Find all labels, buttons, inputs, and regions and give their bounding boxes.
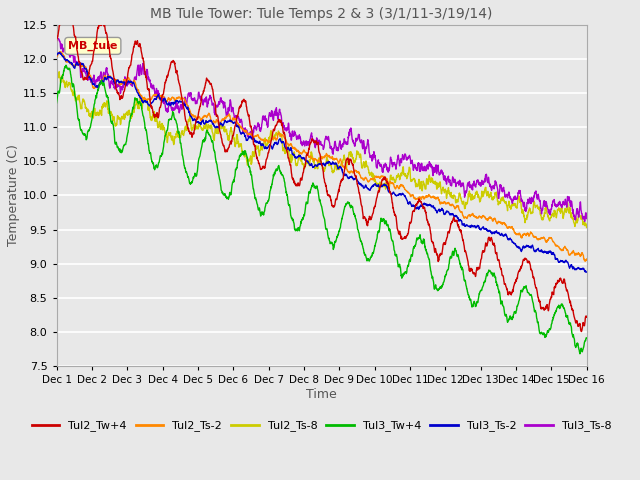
- X-axis label: Time: Time: [306, 388, 337, 401]
- Line: Tul3_Ts-8: Tul3_Ts-8: [56, 38, 587, 221]
- Tul2_Tw+4: [296, 176, 304, 181]
- Tul2_Ts-2: [310, 157, 318, 163]
- Tul3_Ts-2: [583, 269, 591, 275]
- Tul3_Tw+4: [567, 324, 575, 329]
- Tul2_Ts-2: [568, 251, 575, 256]
- Line: Tul2_Ts-8: Tul2_Ts-8: [56, 72, 587, 228]
- Tul3_Ts-2: [567, 262, 575, 268]
- Tul2_Ts-2: [567, 251, 575, 256]
- Tul2_Ts-8: [568, 210, 575, 216]
- Tul2_Tw+4: [470, 270, 478, 276]
- Tul2_Ts-2: [80, 63, 88, 69]
- Tul3_Ts-8: [567, 202, 575, 207]
- Tul2_Tw+4: [568, 303, 575, 309]
- Tul2_Ts-8: [55, 69, 63, 74]
- Legend: Tul2_Tw+4, Tul2_Ts-2, Tul2_Ts-8, Tul3_Tw+4, Tul3_Ts-2, Tul3_Ts-8: Tul2_Tw+4, Tul2_Ts-2, Tul2_Ts-8, Tul3_Tw…: [27, 416, 616, 436]
- Tul3_Ts-2: [310, 164, 318, 169]
- Tul2_Tw+4: [80, 77, 88, 83]
- Tul2_Ts-2: [296, 150, 304, 156]
- Tul3_Tw+4: [583, 335, 591, 341]
- Tul3_Ts-2: [470, 224, 478, 229]
- Tul3_Ts-2: [296, 154, 304, 159]
- Tul3_Tw+4: [296, 223, 304, 228]
- Tul3_Ts-8: [310, 141, 318, 147]
- Line: Tul3_Ts-2: Tul3_Ts-2: [56, 52, 587, 272]
- Tul3_Ts-8: [583, 216, 591, 221]
- Tul2_Ts-8: [80, 97, 88, 103]
- Tul3_Ts-8: [470, 178, 478, 184]
- Line: Tul3_Tw+4: Tul3_Tw+4: [56, 65, 587, 354]
- Tul3_Tw+4: [80, 132, 88, 138]
- Tul2_Ts-2: [583, 256, 591, 262]
- Tul2_Ts-2: [470, 214, 478, 219]
- Tul3_Ts-8: [581, 218, 589, 224]
- Line: Tul2_Ts-2: Tul2_Ts-2: [56, 52, 587, 261]
- Tul3_Ts-2: [582, 269, 590, 275]
- Tul3_Tw+4: [310, 185, 318, 191]
- Tul2_Ts-2: [52, 54, 60, 60]
- Y-axis label: Temperature (C): Temperature (C): [7, 144, 20, 246]
- Tul3_Tw+4: [62, 62, 70, 68]
- Tul2_Ts-2: [56, 49, 64, 55]
- Tul3_Ts-8: [54, 35, 61, 41]
- Tul2_Ts-8: [470, 193, 478, 199]
- Tul2_Tw+4: [577, 329, 585, 335]
- Tul3_Ts-2: [56, 49, 63, 55]
- Tul3_Ts-8: [568, 198, 575, 204]
- Tul3_Tw+4: [568, 325, 575, 331]
- Tul2_Tw+4: [310, 139, 318, 145]
- Line: Tul2_Tw+4: Tul2_Tw+4: [56, 0, 587, 332]
- Tul2_Tw+4: [52, 38, 60, 44]
- Title: MB Tule Tower: Tule Temps 2 & 3 (3/1/11-3/19/14): MB Tule Tower: Tule Temps 2 & 3 (3/1/11-…: [150, 7, 493, 21]
- Tul3_Tw+4: [470, 299, 478, 304]
- Tul3_Ts-8: [80, 66, 88, 72]
- Text: MB_tule: MB_tule: [68, 41, 118, 51]
- Tul3_Ts-2: [52, 53, 60, 59]
- Tul3_Ts-8: [296, 135, 304, 141]
- Tul2_Tw+4: [63, 0, 70, 3]
- Tul2_Ts-8: [296, 158, 304, 164]
- Tul2_Ts-8: [567, 215, 575, 220]
- Tul2_Tw+4: [583, 314, 591, 320]
- Tul3_Ts-2: [568, 262, 575, 267]
- Tul2_Tw+4: [567, 302, 575, 308]
- Tul3_Ts-8: [52, 44, 60, 49]
- Tul3_Ts-2: [80, 62, 88, 68]
- Tul3_Tw+4: [52, 100, 60, 106]
- Tul2_Ts-8: [310, 161, 318, 167]
- Tul2_Ts-8: [52, 81, 60, 87]
- Tul2_Ts-8: [583, 225, 591, 230]
- Tul3_Tw+4: [576, 351, 584, 357]
- Tul2_Ts-2: [581, 258, 589, 264]
